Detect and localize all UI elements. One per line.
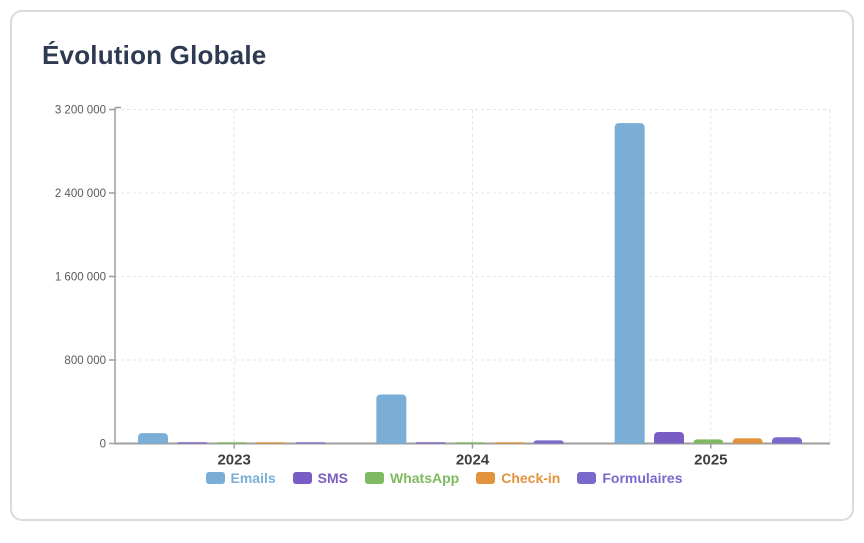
- legend-swatch-check-in: [476, 472, 496, 484]
- bar-sms-2025[interactable]: [654, 432, 684, 444]
- bar-whatsapp-2023[interactable]: [216, 442, 247, 444]
- legend-label: Emails: [230, 470, 276, 486]
- evolution-globale-chart: 0 800 000 1 600 000 2 400 000 3 200 000 2023 2…: [55, 105, 831, 469]
- chart-title: Évolution Globale: [42, 40, 267, 70]
- bar-whatsapp-2024[interactable]: [455, 442, 485, 444]
- legend-swatch-formulaires: [577, 472, 597, 484]
- bar-sms-2023[interactable]: [177, 442, 208, 444]
- y-tick-label: 2 400 000: [55, 188, 106, 200]
- legend-label: Formulaires: [602, 470, 683, 486]
- bar-sms-2024[interactable]: [415, 442, 446, 444]
- legend-swatch-emails: [205, 472, 225, 484]
- legend-label: WhatsApp: [390, 470, 460, 486]
- bar-emails-2023[interactable]: [138, 433, 168, 444]
- bar-check-in-2024[interactable]: [494, 442, 525, 444]
- legend-label: Check-in: [501, 470, 561, 486]
- chart-legend: Emails SMS WhatsApp Check-in Formulaires: [12, 470, 864, 486]
- legend-item-check-in[interactable]: Check-in: [476, 470, 560, 486]
- bar-emails-2024[interactable]: [376, 394, 407, 444]
- legend-label: SMS: [317, 470, 348, 486]
- bar-whatsapp-2025[interactable]: [693, 439, 724, 444]
- y-tick-label: 0: [100, 439, 106, 451]
- y-tick-label: 1 600 000: [55, 272, 106, 284]
- bar-formulaires-2025[interactable]: [772, 437, 802, 444]
- bar-check-in-2023[interactable]: [256, 442, 286, 444]
- x-category-label: 2025: [694, 452, 727, 469]
- legend-item-emails[interactable]: Emails: [205, 470, 276, 486]
- x-category-label: 2023: [217, 452, 250, 469]
- bar-formulaires-2024[interactable]: [533, 440, 564, 444]
- legend-item-sms[interactable]: SMS: [292, 470, 348, 486]
- legend-item-whatsapp[interactable]: WhatsApp: [365, 470, 459, 486]
- bar-emails-2025[interactable]: [614, 123, 645, 444]
- legend-swatch-whatsapp: [365, 472, 384, 484]
- bar-formulaires-2023[interactable]: [295, 442, 326, 444]
- y-tick-label: 3 200 000: [55, 105, 106, 117]
- chart-card: Évolution Globale 0 800 000 1 600 000 2 400…: [10, 10, 854, 521]
- legend-swatch-sms: [292, 472, 312, 484]
- y-tick-label: 800 000: [64, 355, 106, 367]
- bar-check-in-2025[interactable]: [732, 438, 763, 444]
- x-category-label: 2024: [456, 452, 490, 469]
- legend-item-formulaires[interactable]: Formulaires: [577, 470, 682, 486]
